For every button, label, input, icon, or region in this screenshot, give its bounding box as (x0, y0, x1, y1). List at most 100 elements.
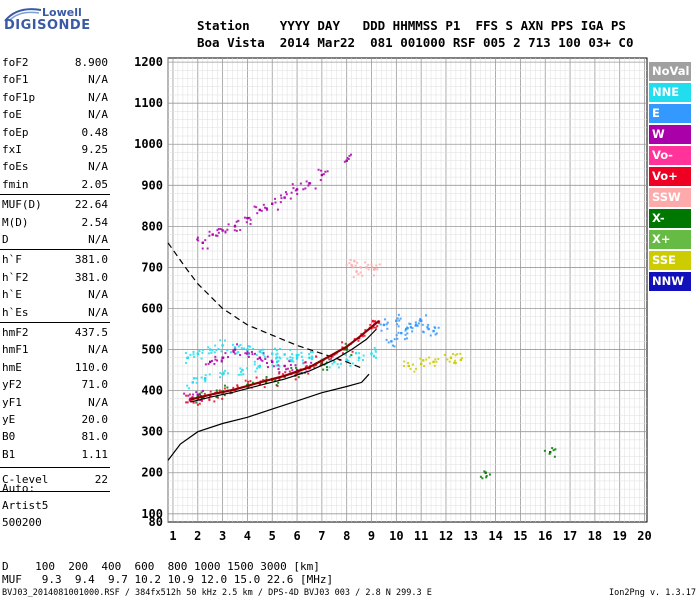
echo-scatter-nne (210, 351, 213, 354)
echo-scatter-nne (219, 371, 222, 374)
param-name: hmF1 (2, 343, 29, 357)
echo-scatter-e (379, 323, 382, 326)
param-name: yE (2, 413, 16, 426)
echo-scatter-nne (348, 355, 351, 358)
echo-scatter-e (408, 322, 411, 325)
x-tick-label: 3 (219, 529, 226, 543)
echo-scatter-w (251, 353, 254, 356)
echo-scatter-xminus (201, 397, 204, 400)
echo-point-nne (221, 344, 224, 347)
echo-scatter-nne (195, 381, 198, 384)
echo-scatter-e (425, 314, 428, 317)
x-tick-label: 19 (612, 529, 626, 543)
echo-scatter-xminus (326, 368, 329, 371)
echo-scatter-voplus (213, 400, 216, 403)
echo-scatter-e (385, 338, 388, 341)
echo-scatter-w (277, 364, 280, 367)
echo-scatter-ssw (372, 274, 375, 277)
echo-point-sse (459, 358, 463, 362)
echo-scatter-w (248, 352, 251, 355)
param-value: 110.0 (74, 360, 108, 374)
echo-scatter-w (233, 229, 236, 232)
echo-scatter-voplus (255, 376, 258, 379)
echo-scatter-voplus (376, 325, 379, 328)
echo-scatter-nne (186, 356, 189, 359)
echo-scatter-ssw (359, 266, 362, 269)
echo-point-nne (208, 348, 212, 351)
x-tick-label: 11 (414, 529, 428, 543)
echo-point-w (246, 352, 249, 355)
param-name: MUF(D) (2, 198, 42, 212)
echo-scatter-nne (258, 366, 261, 369)
echo-scatter-e (434, 333, 437, 336)
echo-scatter-sse (452, 352, 455, 355)
param-name: fxI (2, 143, 22, 156)
echo-scatter-e (398, 319, 401, 322)
echo-scatter-w (272, 365, 275, 368)
echo-scatter-w (183, 392, 186, 395)
echo-scatter-e (395, 334, 398, 337)
param-name: h`Es (2, 305, 29, 319)
echo-scatter-nne (311, 351, 314, 354)
echo-scatter-w (285, 193, 288, 196)
echo-scatter-voplus (377, 322, 380, 325)
echo-scatter-sse (443, 353, 446, 356)
echo-scatter-voplus (185, 401, 188, 404)
echo-scatter-w (216, 229, 219, 232)
echo-scatter-w (304, 187, 307, 190)
param-name: D (2, 233, 9, 246)
echo-point-nne (191, 381, 195, 384)
echo-scatter-voplus (341, 341, 344, 344)
x-tick-label: 9 (368, 529, 375, 543)
logo-lowell: Lowell (42, 6, 82, 19)
x-tick-label: 17 (563, 529, 577, 543)
echo-point-xminus (484, 471, 487, 474)
echo-point-w (295, 368, 299, 372)
param-value: 22.64 (74, 198, 108, 212)
param-name: yF1 (2, 395, 22, 409)
echo-point-e (390, 340, 393, 343)
footer-version: Ion2Png v. 1.3.17 (609, 588, 696, 598)
x-tick-label: 6 (293, 529, 300, 543)
echo-scatter-nne (185, 361, 188, 364)
y-tick-label: 400 (141, 384, 163, 398)
echo-scatter-e (404, 333, 407, 336)
echo-scatter-voplus (209, 390, 212, 393)
echo-point-w (233, 348, 237, 351)
echo-scatter-e (417, 322, 420, 325)
echo-scatter-nne (274, 347, 277, 350)
param-value: N/A (88, 305, 108, 319)
echo-scatter-w (239, 229, 242, 232)
echo-scatter-nne (217, 347, 220, 350)
echo-scatter-w (263, 206, 266, 209)
echo-scatter-w (187, 394, 190, 397)
echo-scatter-w (302, 188, 305, 191)
echo-scatter-w (320, 169, 323, 172)
param-name: foEp (2, 125, 29, 139)
param-row-clevel: C-level 22 (0, 471, 108, 488)
echo-scatter-w (246, 350, 249, 353)
param-row-fof2: foF2 8.900 (0, 54, 108, 71)
echo-scatter-w (255, 206, 258, 209)
param-row-fmin: fmin 2.05 (0, 176, 108, 193)
echo-scatter-nne (351, 362, 354, 365)
legend-item-xminus: X- (649, 209, 691, 228)
echo-scatter-e (403, 338, 406, 341)
echo-scatter-xminus (554, 448, 557, 451)
echo-scatter-nne (275, 364, 278, 367)
echo-scatter-nne (300, 355, 303, 358)
param-name: B1 (2, 447, 16, 461)
echo-scatter-w (277, 368, 280, 371)
echo-scatter-w (279, 194, 282, 197)
param-row-yf1: yF1 N/A (0, 394, 108, 411)
echo-scatter-w (224, 230, 227, 233)
echo-scatter-xminus (350, 354, 353, 357)
echo-scatter-nne (276, 352, 279, 355)
echo-scatter-sse (459, 352, 462, 355)
echo-scatter-w (317, 168, 320, 171)
echo-scatter-e (414, 321, 417, 324)
echo-scatter-w (235, 229, 238, 232)
param-value: N/A (88, 90, 108, 104)
echo-scatter-voplus (223, 387, 226, 390)
panel-separator (0, 467, 110, 469)
